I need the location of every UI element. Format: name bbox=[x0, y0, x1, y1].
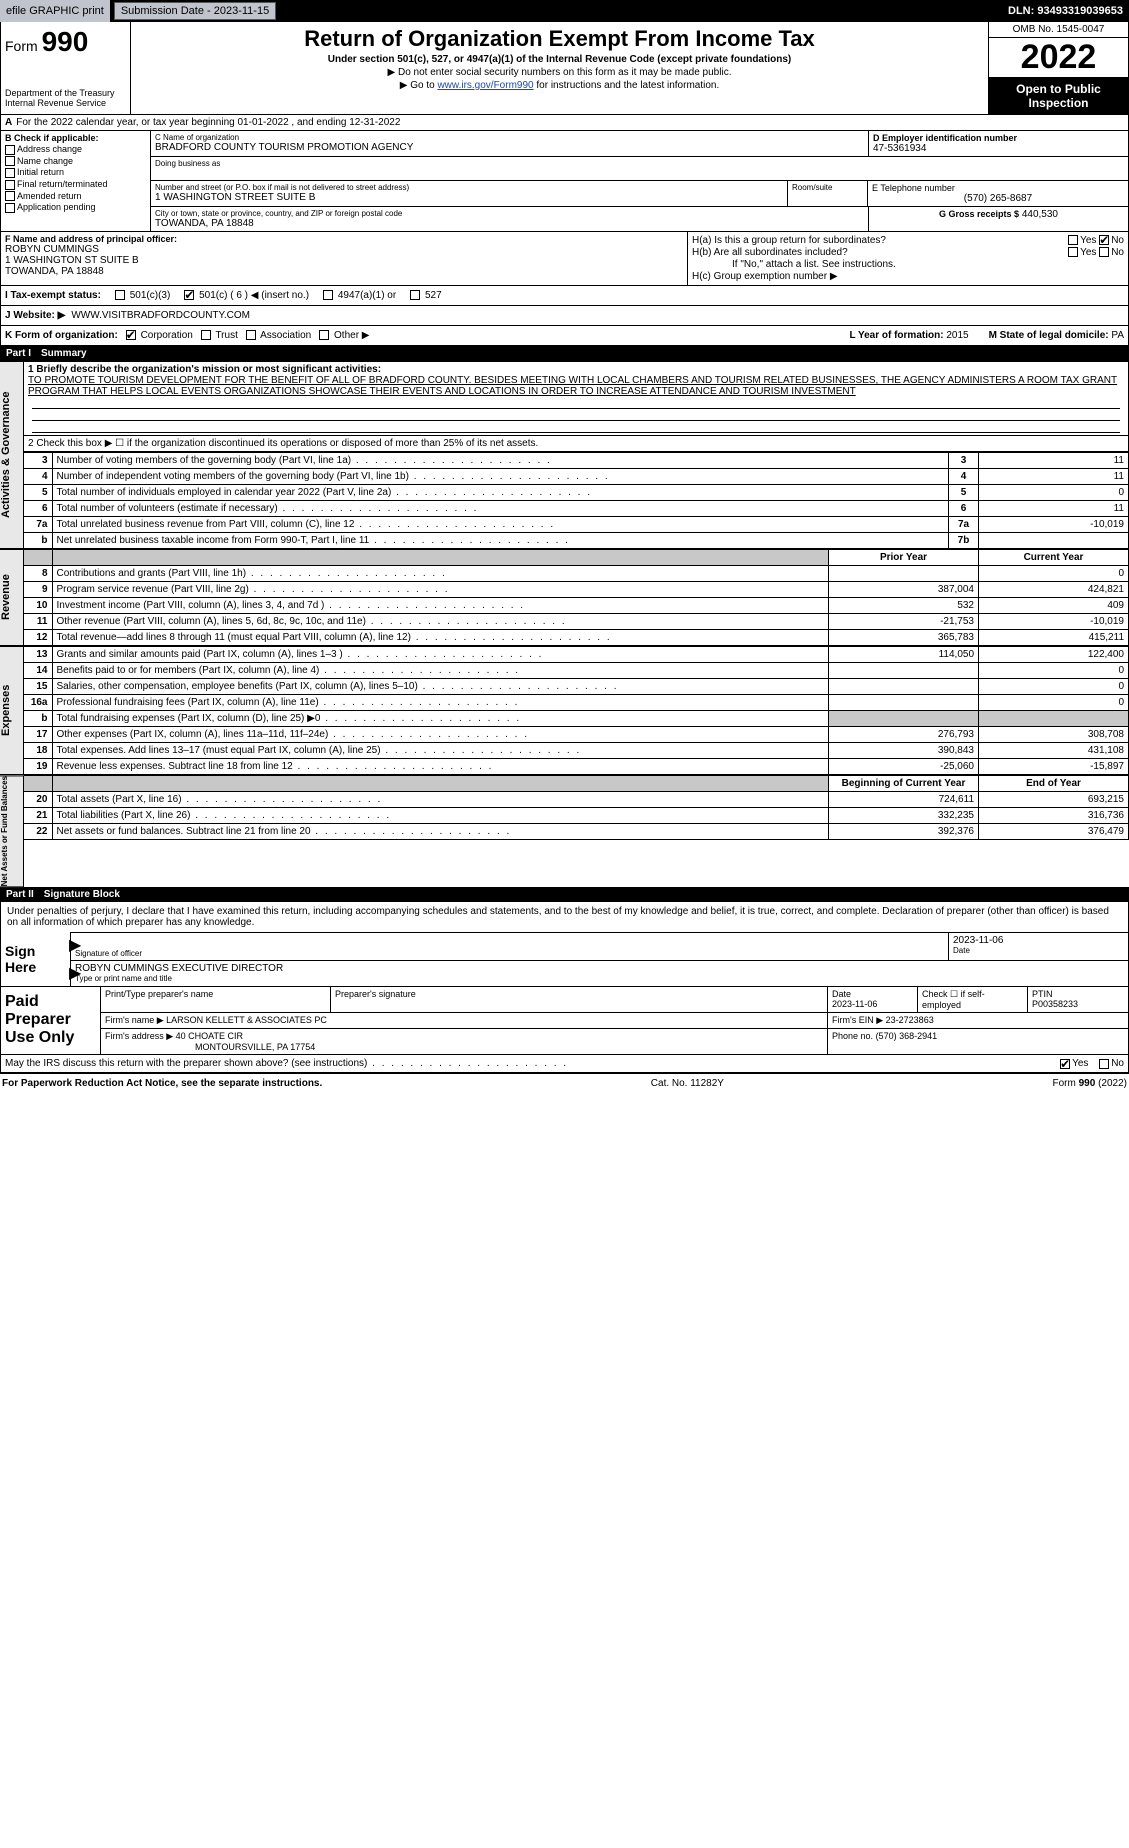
arrow-icon: ▶ bbox=[69, 935, 81, 955]
paid-preparer-block: Paid Preparer Use Only Print/Type prepar… bbox=[0, 987, 1129, 1055]
chk-assoc[interactable]: Association bbox=[246, 330, 311, 341]
dln-label: DLN: 93493319039653 bbox=[1002, 0, 1129, 22]
mission-text: TO PROMOTE TOURISM DEVELOPMENT FOR THE B… bbox=[28, 375, 1124, 397]
section-f: F Name and address of principal officer:… bbox=[1, 232, 688, 285]
efile-label: efile GRAPHIC print bbox=[0, 0, 110, 22]
website-value: WWW.VISITBRADFORDCOUNTY.COM bbox=[71, 310, 250, 321]
state-domicile: PA bbox=[1111, 330, 1124, 341]
tax-year: 2022 bbox=[989, 38, 1128, 78]
sign-here-label: Sign Here bbox=[1, 932, 71, 986]
org-name: BRADFORD COUNTY TOURISM PROMOTION AGENCY bbox=[155, 142, 864, 153]
chk-501c3[interactable]: 501(c)(3) bbox=[115, 290, 170, 301]
dept-irs: Internal Revenue Service bbox=[5, 98, 126, 108]
form-title-cell: Return of Organization Exempt From Incom… bbox=[131, 22, 988, 114]
ein-value: 47-5361934 bbox=[873, 143, 1124, 154]
hb-yesno: Yes No bbox=[1014, 247, 1124, 258]
firm-phone: (570) 368-2941 bbox=[876, 1031, 938, 1041]
officer-city: TOWANDA, PA 18848 bbox=[5, 266, 683, 277]
omb-number: OMB No. 1545-0047 bbox=[989, 22, 1128, 38]
chk-name-change[interactable]: Name change bbox=[5, 156, 146, 167]
row-i: I Tax-exempt status: 501(c)(3) 501(c) ( … bbox=[0, 286, 1129, 306]
form-number: 990 bbox=[42, 26, 89, 57]
officer-print-name: ROBYN CUMMINGS EXECUTIVE DIRECTOR bbox=[75, 963, 1124, 974]
section-cde: C Name of organization BRADFORD COUNTY T… bbox=[151, 131, 1128, 231]
firm-addr1: 40 CHOATE CIR bbox=[176, 1031, 243, 1041]
ptin-value: P00358233 bbox=[1032, 999, 1078, 1009]
form-note-link: ▶ Go to www.irs.gov/Form990 for instruct… bbox=[139, 80, 980, 91]
chk-corp[interactable]: Corporation bbox=[126, 330, 193, 341]
submission-date-button[interactable]: Submission Date - 2023-11-15 bbox=[114, 2, 276, 20]
chk-4947[interactable]: 4947(a)(1) or bbox=[323, 290, 396, 301]
form-prefix: Form bbox=[5, 38, 38, 54]
governance-table: 3Number of voting members of the governi… bbox=[24, 452, 1129, 549]
year-formation: 2015 bbox=[946, 330, 968, 341]
form-number-cell: Form 990 Department of the Treasury Inte… bbox=[1, 22, 131, 114]
dept-treasury: Department of the Treasury bbox=[5, 88, 126, 98]
form-header: Form 990 Department of the Treasury Inte… bbox=[0, 22, 1129, 115]
sig-date-value: 2023-11-06 bbox=[953, 935, 1124, 946]
chk-trust[interactable]: Trust bbox=[201, 330, 238, 341]
org-city: TOWANDA, PA 18848 bbox=[155, 218, 864, 229]
discuss-yesno: Yes No bbox=[1060, 1058, 1124, 1069]
efile-topbar: efile GRAPHIC print Submission Date - 20… bbox=[0, 0, 1129, 22]
chk-other[interactable]: Other ▶ bbox=[319, 330, 369, 341]
org-street: 1 WASHINGTON STREET SUITE B bbox=[155, 192, 783, 203]
section-revenue: Revenue Prior YearCurrent Year8Contribut… bbox=[0, 549, 1129, 646]
form-year-cell: OMB No. 1545-0047 2022 Open to Public In… bbox=[988, 22, 1128, 114]
section-governance: Activities & Governance 1 Briefly descri… bbox=[0, 361, 1129, 549]
netassets-table: Beginning of Current YearEnd of Year20To… bbox=[24, 775, 1129, 840]
section-netassets: Net Assets or Fund Balances Beginning of… bbox=[0, 775, 1129, 887]
form-note-ssn: ▶ Do not enter social security numbers o… bbox=[139, 67, 980, 78]
chk-527[interactable]: 527 bbox=[410, 290, 441, 301]
chk-initial-return[interactable]: Initial return bbox=[5, 167, 146, 178]
chk-final-return[interactable]: Final return/terminated bbox=[5, 179, 146, 190]
prep-date: 2023-11-06 bbox=[832, 999, 877, 1009]
firm-name: LARSON KELLETT & ASSOCIATES PC bbox=[166, 1015, 327, 1025]
declaration-text: Under penalties of perjury, I declare th… bbox=[1, 902, 1128, 932]
expenses-table: 13Grants and similar amounts paid (Part … bbox=[24, 646, 1129, 775]
tax-period-text: For the 2022 calendar year, or tax year … bbox=[16, 117, 400, 128]
irs-link[interactable]: www.irs.gov/Form990 bbox=[437, 80, 533, 91]
row-a: A For the 2022 calendar year, or tax yea… bbox=[0, 115, 1129, 131]
ha-yesno: Yes No bbox=[1014, 235, 1124, 246]
paid-preparer-label: Paid Preparer Use Only bbox=[1, 987, 101, 1054]
line2-checkbox: 2 Check this box ▶ ☐ if the organization… bbox=[24, 436, 1129, 452]
part1-header: Part I Summary bbox=[0, 346, 1129, 361]
section-bcdeg: B Check if applicable: Address change Na… bbox=[0, 131, 1129, 232]
gross-receipts: 440,530 bbox=[1022, 209, 1058, 220]
self-employed-check[interactable]: Check ☐ if self-employed bbox=[918, 987, 1028, 1012]
row-klm: K Form of organization: Corporation Trus… bbox=[0, 326, 1129, 346]
section-fh: F Name and address of principal officer:… bbox=[0, 232, 1129, 286]
section-h: H(a) Is this a group return for subordin… bbox=[688, 232, 1128, 285]
chk-address-change[interactable]: Address change bbox=[5, 144, 146, 155]
form-subtitle: Under section 501(c), 527, or 4947(a)(1)… bbox=[139, 54, 980, 65]
signature-block: Under penalties of perjury, I declare th… bbox=[0, 902, 1129, 987]
open-public-badge: Open to Public Inspection bbox=[989, 78, 1128, 114]
arrow-icon: ▶ bbox=[69, 963, 81, 983]
discuss-row: May the IRS discuss this return with the… bbox=[0, 1055, 1129, 1073]
dba-label: Doing business as bbox=[155, 159, 1124, 168]
chk-application-pending[interactable]: Application pending bbox=[5, 202, 146, 213]
firm-ein: 23-2723863 bbox=[886, 1015, 934, 1025]
phone-value: (570) 265-8687 bbox=[872, 193, 1124, 204]
revenue-table: Prior YearCurrent Year8Contributions and… bbox=[24, 549, 1129, 646]
officer-street: 1 WASHINGTON ST SUITE B bbox=[5, 255, 683, 266]
section-b: B Check if applicable: Address change Na… bbox=[1, 131, 151, 231]
officer-name: ROBYN CUMMINGS bbox=[5, 244, 683, 255]
chk-amended-return[interactable]: Amended return bbox=[5, 191, 146, 202]
part2-header: Part II Signature Block bbox=[0, 887, 1129, 902]
chk-501c[interactable]: 501(c) ( 6 ) ◀ (insert no.) bbox=[184, 290, 309, 301]
firm-addr2: MONTOURSVILLE, PA 17754 bbox=[195, 1042, 315, 1052]
form-title: Return of Organization Exempt From Incom… bbox=[139, 26, 980, 52]
row-j: J Website: ▶ WWW.VISITBRADFORDCOUNTY.COM bbox=[0, 306, 1129, 326]
page-footer: For Paperwork Reduction Act Notice, see … bbox=[0, 1073, 1129, 1093]
section-expenses: Expenses 13Grants and similar amounts pa… bbox=[0, 646, 1129, 775]
